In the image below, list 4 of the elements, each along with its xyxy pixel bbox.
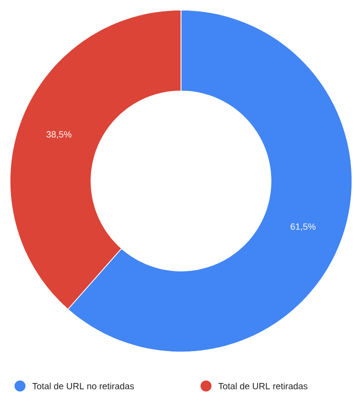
data-label: 61,5% [290, 223, 316, 231]
data-label: 38,5% [46, 131, 72, 139]
legend-label: Total de URL no retiradas [32, 382, 134, 390]
legend-label: Total de URL retiradas [218, 382, 308, 390]
